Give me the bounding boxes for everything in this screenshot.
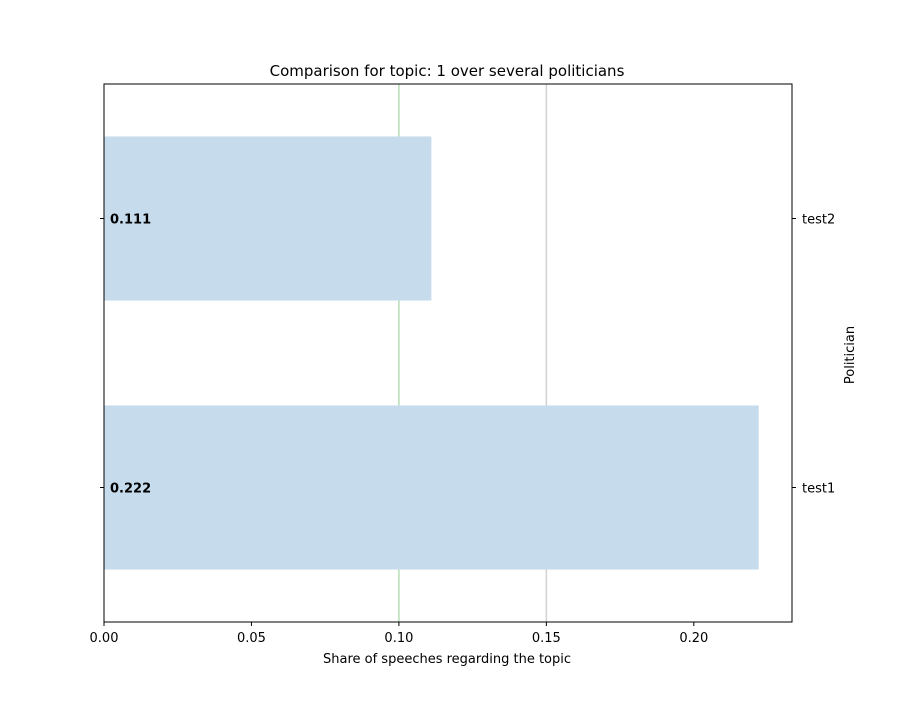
bar-test2 xyxy=(104,136,432,301)
bar-test1 xyxy=(104,405,759,570)
x-tick-label-2: 0.10 xyxy=(384,631,413,646)
y-tick-label-test1: test1 xyxy=(802,482,835,497)
value-label-test2: 0.111 xyxy=(110,213,151,228)
y-axis-label: Politician xyxy=(843,326,858,384)
y-tick-label-test2: test2 xyxy=(802,213,835,228)
value-label-test1: 0.222 xyxy=(110,482,151,497)
x-tick-label-4: 0.20 xyxy=(679,631,708,646)
x-axis-ticks: 0.00 0.05 0.10 0.15 0.20 xyxy=(90,622,708,646)
x-axis-label: Share of speeches regarding the topic xyxy=(323,652,571,667)
bars-group xyxy=(104,136,759,570)
x-tick-label-0: 0.00 xyxy=(90,631,119,646)
value-labels-group: 0.111 0.222 xyxy=(110,213,151,497)
axes-frame xyxy=(103,83,793,623)
x-tick-label-1: 0.05 xyxy=(237,631,266,646)
x-tick-label-3: 0.15 xyxy=(532,631,561,646)
chart-title: Comparison for topic: 1 over several pol… xyxy=(270,62,625,80)
y-axis-ticks: test2 test1 xyxy=(100,213,835,497)
